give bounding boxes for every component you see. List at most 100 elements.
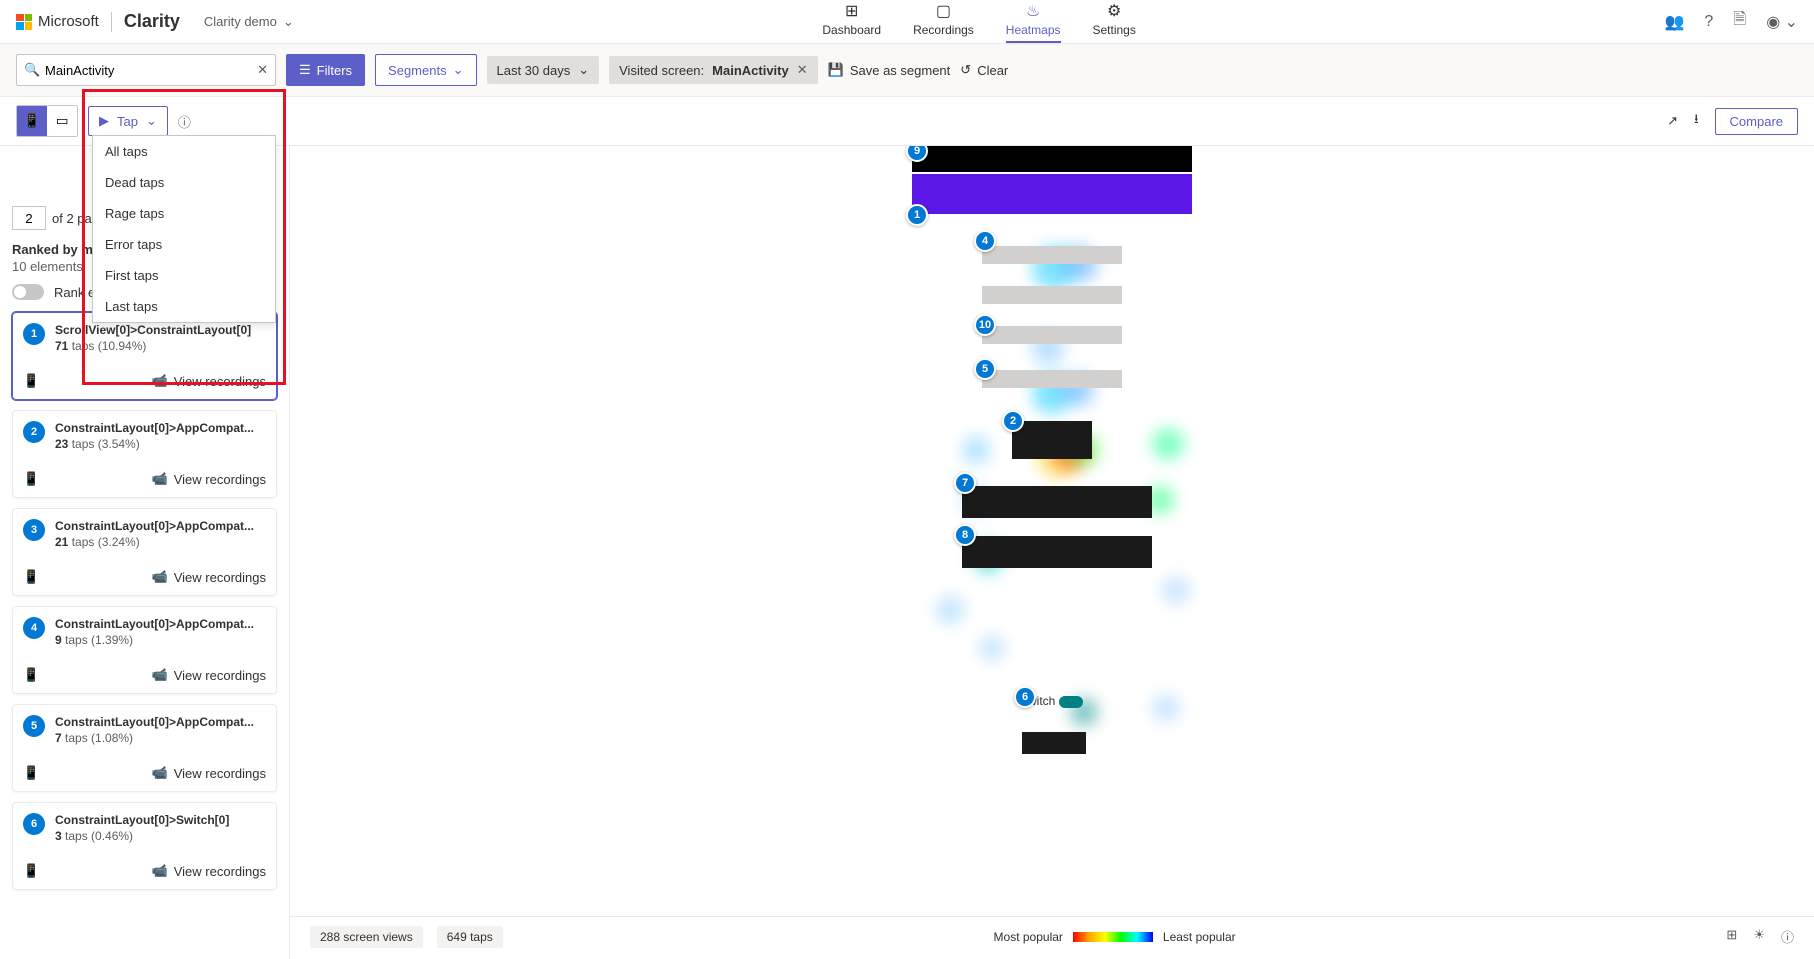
screen-chip[interactable]: Visited screen: MainActivity ✕ [609, 56, 818, 84]
heat-spot [936, 596, 964, 624]
view-recordings-link[interactable]: 📹View recordings [152, 471, 266, 487]
card-taps: 21 taps (3.24%) [55, 535, 254, 549]
account-icon[interactable]: ◉ ⌄ [1766, 12, 1798, 32]
heatmap-marker[interactable]: 4 [974, 230, 996, 252]
clear-search-icon[interactable]: ✕ [257, 62, 268, 78]
rank-badge: 2 [23, 421, 45, 443]
tap-menu-item[interactable]: All taps [93, 136, 275, 167]
segments-button[interactable]: Segments ⌄ [375, 54, 476, 86]
remove-chip-icon[interactable]: ✕ [797, 62, 808, 78]
device-icon: 📱 [23, 765, 39, 781]
help-icon[interactable]: ? [1704, 13, 1713, 31]
brand-divider [111, 12, 112, 32]
undo-icon: ↺ [960, 62, 971, 78]
view-recordings-link[interactable]: 📹View recordings [152, 863, 266, 879]
heatmap-marker[interactable]: 2 [1002, 410, 1024, 432]
card-title: ConstraintLayout[0]>Switch[0] [55, 813, 229, 827]
element-card[interactable]: 3 ConstraintLayout[0]>AppCompat... 21 ta… [12, 508, 277, 596]
taps-badge: 649 taps [437, 926, 503, 948]
nav-tab-heatmaps[interactable]: ♨Heatmaps [1006, 1, 1061, 43]
segments-label: Segments [388, 63, 447, 78]
brand-text: Microsoft [38, 13, 99, 30]
card-taps: 71 taps (10.94%) [55, 339, 251, 353]
doc-icon[interactable]: 🗎 [1733, 8, 1746, 35]
tablet-view-button[interactable]: ▭ [47, 106, 77, 136]
share-icon[interactable]: ↗ [1667, 113, 1678, 129]
camera-icon: 📹 [152, 569, 168, 585]
ui-block [1022, 732, 1086, 754]
compare-button[interactable]: Compare [1715, 108, 1798, 135]
heatmap-marker[interactable]: 6 [1014, 686, 1036, 708]
tap-menu-item[interactable]: Last taps [93, 291, 275, 322]
brightness-icon[interactable]: ☀ [1753, 927, 1765, 946]
gradient-bar [1073, 932, 1153, 942]
filters-button[interactable]: ☰ Filters [286, 54, 365, 86]
settings-icon: ⚙ [1107, 1, 1121, 21]
people-icon[interactable]: 👥 [1664, 12, 1684, 32]
clear-label: Clear [977, 63, 1008, 78]
ui-block [962, 486, 1152, 518]
main-nav: ⊞Dashboard ▢Recordings ♨Heatmaps ⚙Settings [822, 1, 1135, 43]
view-recordings-link[interactable]: 📹View recordings [152, 667, 266, 683]
heatmap-marker[interactable]: 10 [974, 314, 996, 336]
clear-button[interactable]: ↺ Clear [960, 62, 1008, 78]
search-input[interactable] [16, 54, 276, 86]
ui-block [982, 370, 1122, 388]
heatmap-marker[interactable]: 5 [974, 358, 996, 380]
tap-menu-item[interactable]: Error taps [93, 229, 275, 260]
card-taps: 3 taps (0.46%) [55, 829, 229, 843]
device-icon: 📱 [23, 863, 39, 879]
element-card[interactable]: 4 ConstraintLayout[0]>AppCompat... 9 tap… [12, 606, 277, 694]
heatmaps-icon: ♨ [1026, 1, 1040, 21]
save-segment-button[interactable]: 💾 Save as segment [828, 62, 951, 78]
tap-menu-item[interactable]: Dead taps [93, 167, 275, 198]
mobile-view-button[interactable]: 📱 [17, 106, 47, 136]
element-card[interactable]: 1 ScrollView[0]>ConstraintLayout[0] 71 t… [12, 312, 277, 400]
ui-block [982, 246, 1122, 264]
page-input[interactable] [12, 206, 46, 230]
nav-tab-settings[interactable]: ⚙Settings [1093, 1, 1136, 43]
info-icon[interactable]: ⓘ [178, 112, 191, 131]
element-card[interactable]: 5 ConstraintLayout[0]>AppCompat... 7 tap… [12, 704, 277, 792]
rank-badge: 1 [23, 323, 45, 345]
view-toggle: 📱 ▭ [16, 105, 78, 137]
card-title: ConstraintLayout[0]>AppCompat... [55, 715, 254, 729]
nav-tab-recordings[interactable]: ▢Recordings [913, 1, 974, 43]
grid-icon[interactable]: ⊞ [1726, 927, 1737, 946]
heat-spot [1152, 694, 1180, 722]
project-dropdown[interactable]: Clarity demo ⌄ [204, 14, 294, 30]
play-icon: ▶ [99, 113, 109, 129]
heat-spot [1070, 698, 1098, 726]
device-icon: 📱 [23, 471, 39, 487]
view-recordings-link[interactable]: 📹View recordings [152, 373, 266, 389]
nav-tab-dashboard[interactable]: ⊞Dashboard [822, 1, 881, 43]
camera-icon: 📹 [152, 471, 168, 487]
rank-badge: 3 [23, 519, 45, 541]
heatmap-canvas: Switch 9141052786 [290, 146, 1814, 959]
least-popular-label: Least popular [1163, 930, 1236, 944]
element-card[interactable]: 6 ConstraintLayout[0]>Switch[0] 3 taps (… [12, 802, 277, 890]
tap-type-dropdown[interactable]: ▶ Tap ⌄ [88, 106, 168, 136]
view-recordings-link[interactable]: 📹View recordings [152, 569, 266, 585]
tap-menu-item[interactable]: First taps [93, 260, 275, 291]
view-recordings-link[interactable]: 📹View recordings [152, 765, 266, 781]
nav-tab-label: Dashboard [822, 23, 881, 37]
download-icon[interactable]: ⭳ [1694, 110, 1699, 132]
device-icon: 📱 [23, 373, 39, 389]
popularity-legend: Most popular Least popular [994, 930, 1236, 944]
heatmap-marker[interactable]: 1 [906, 204, 928, 226]
date-chip[interactable]: Last 30 days ⌄ [487, 56, 600, 84]
project-name: Clarity demo [204, 14, 277, 29]
product-title: Clarity [124, 11, 180, 32]
rank-toggle[interactable] [12, 284, 44, 300]
element-card[interactable]: 2 ConstraintLayout[0]>AppCompat... 23 ta… [12, 410, 277, 498]
heatmap-marker[interactable]: 8 [954, 524, 976, 546]
heat-spot [962, 436, 990, 464]
ui-block [1012, 421, 1092, 459]
info-icon[interactable]: ⓘ [1781, 927, 1794, 946]
heatmap-marker[interactable]: 7 [954, 472, 976, 494]
heatmap-toolbar: 📱 ▭ ▶ Tap ⌄ ⓘ All tapsDead tapsRage taps… [0, 97, 1814, 146]
camera-icon: 📹 [152, 863, 168, 879]
tap-menu-item[interactable]: Rage taps [93, 198, 275, 229]
device-icon: 📱 [23, 569, 39, 585]
